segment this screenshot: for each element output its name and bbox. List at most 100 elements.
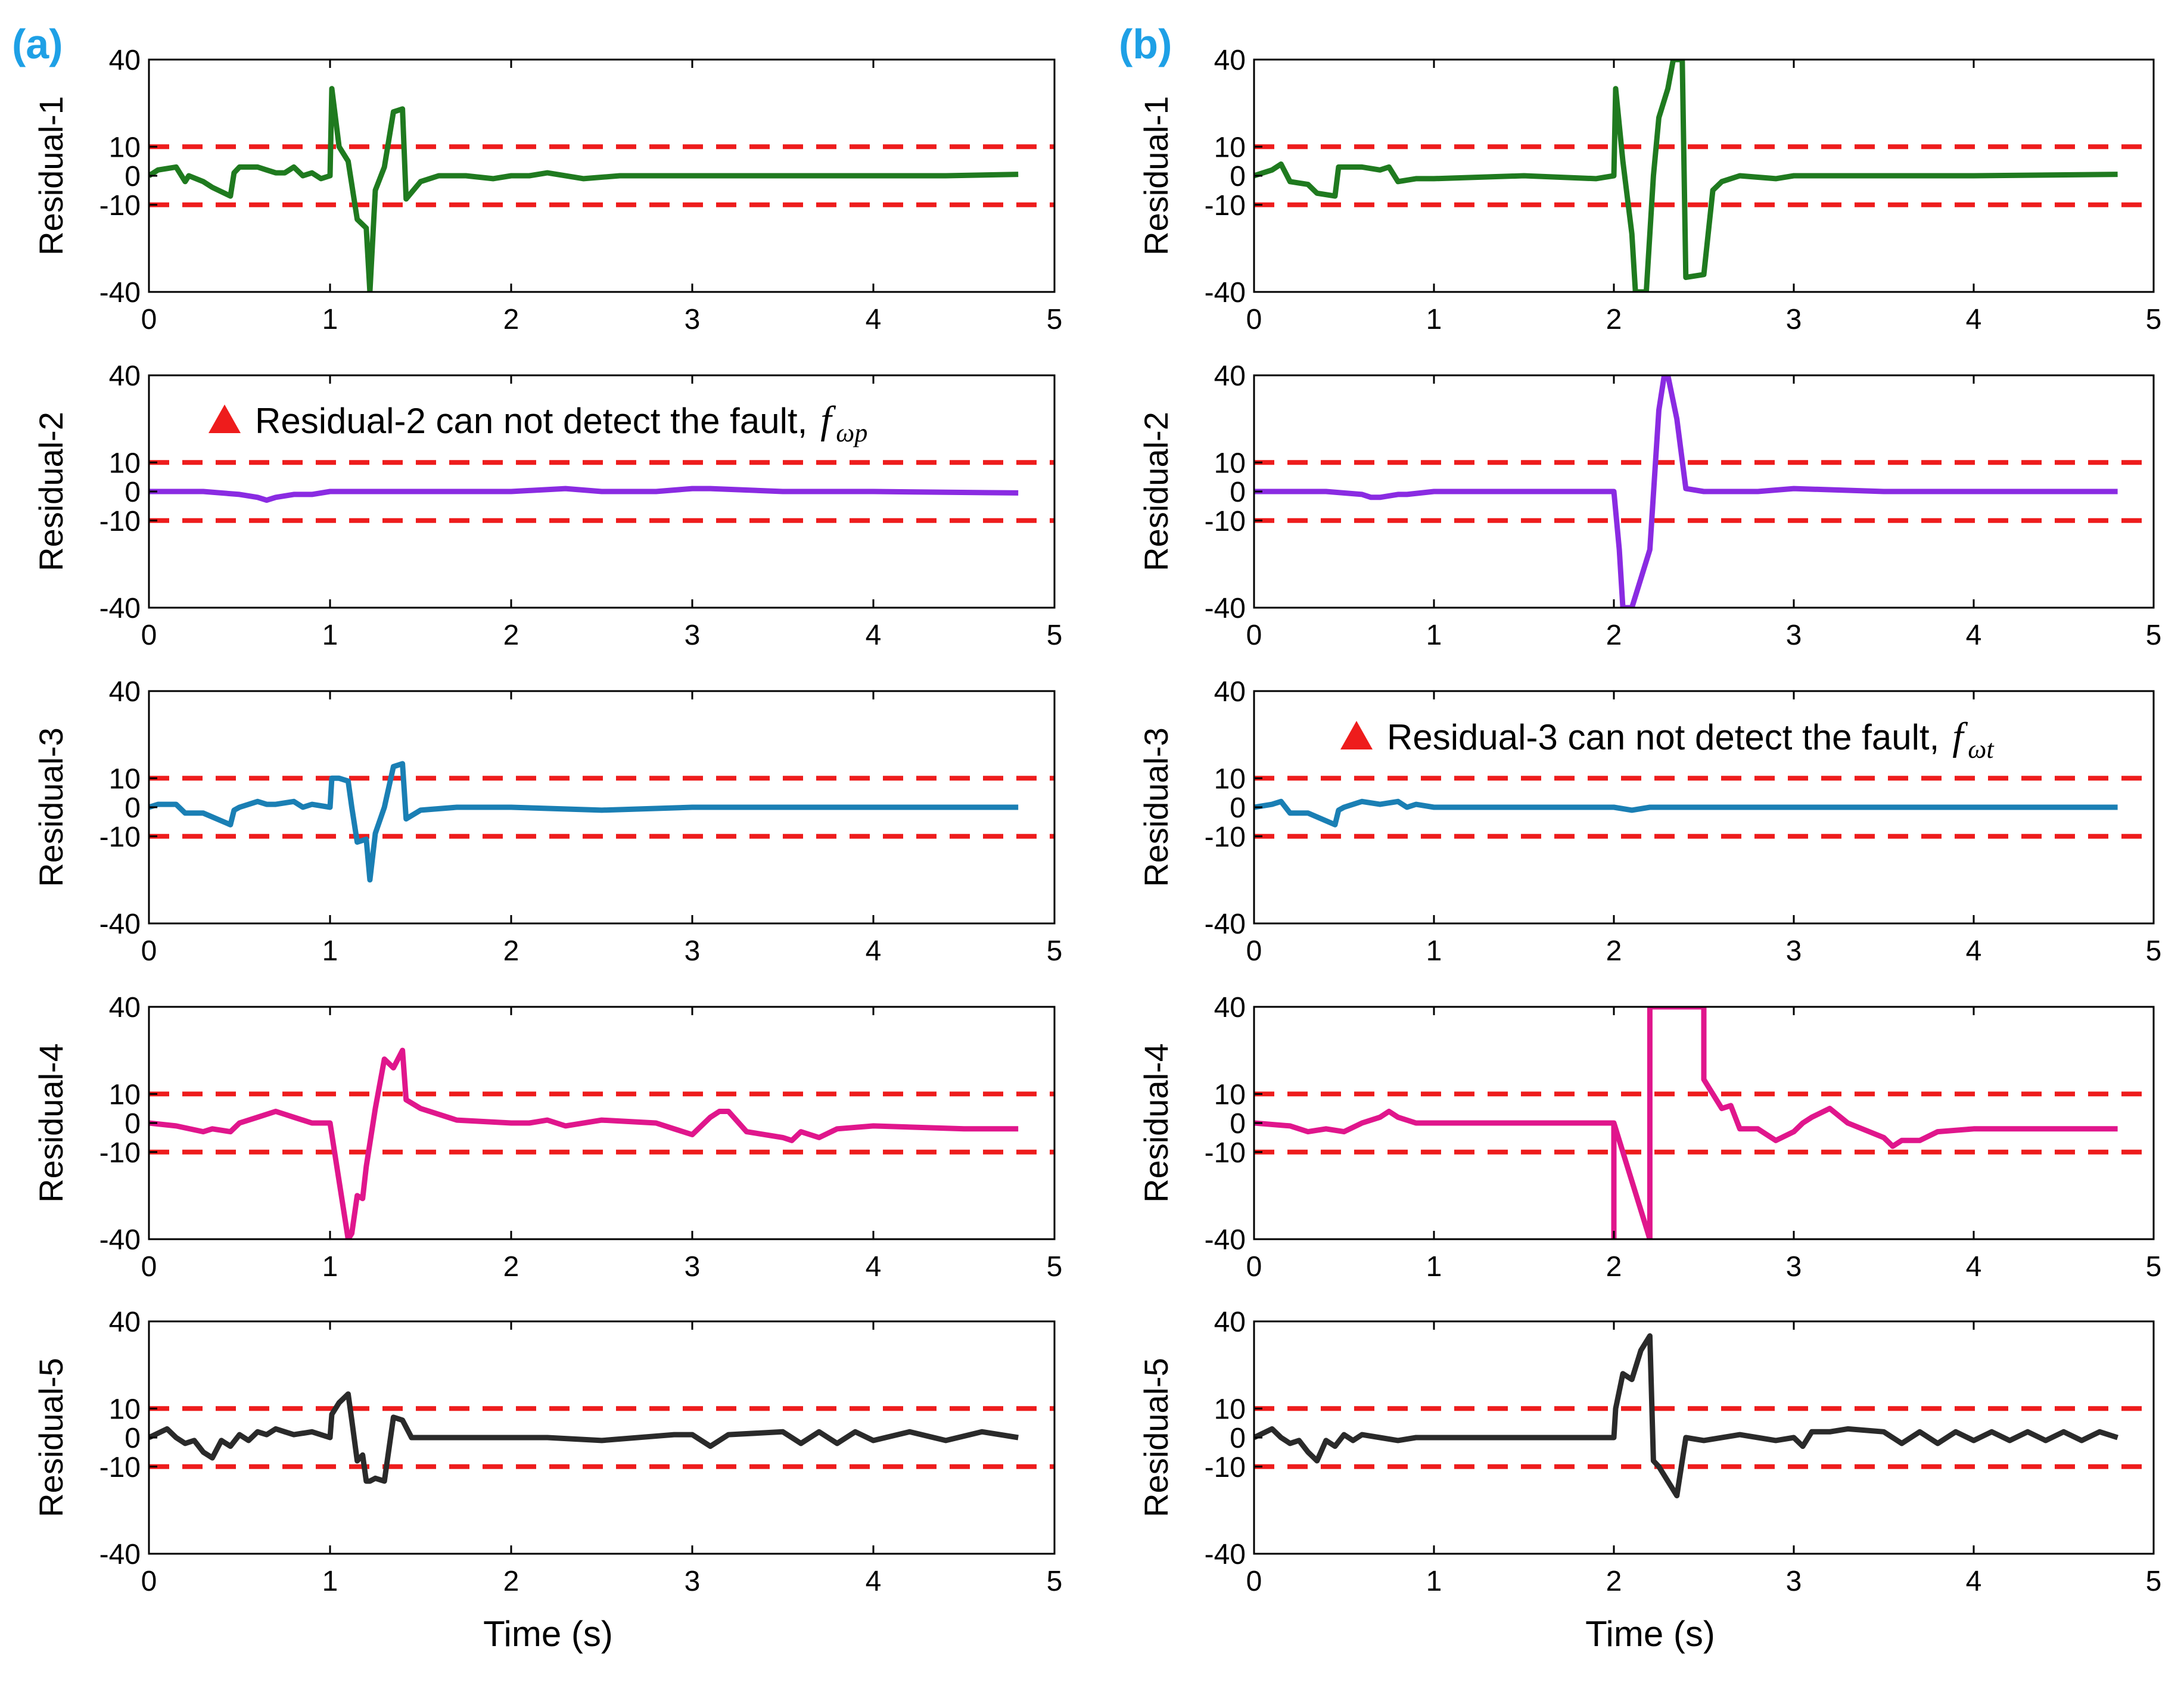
x-tick-label: 0 (141, 304, 157, 335)
y-axis-label: Residual-4 (32, 1043, 70, 1203)
y-axis-label: Residual-3 (1137, 727, 1175, 887)
y-tick-label: 40 (109, 992, 141, 1024)
y-tick-label: -10 (1205, 190, 1246, 222)
x-tick-label: 2 (503, 935, 519, 967)
y-tick-label: 40 (109, 45, 141, 76)
y-tick-label: 40 (1214, 676, 1246, 708)
y-tick-label: 0 (1230, 1108, 1246, 1140)
y-tick-label: 0 (125, 1108, 141, 1140)
y-axis-label: Residual-2 (1137, 412, 1175, 571)
x-tick-label: 1 (322, 1251, 338, 1283)
series-line-b5 (1254, 1333, 2118, 1498)
series-line-b2 (1254, 375, 2118, 608)
x-tick-label: 4 (1966, 620, 1982, 651)
y-tick-label: 40 (1214, 360, 1246, 392)
x-tick-label: 2 (503, 620, 519, 651)
y-tick-label: 0 (1230, 792, 1246, 824)
x-tick-label: 3 (1786, 1566, 1802, 1597)
triangle-up-icon (209, 405, 241, 433)
x-tick-label: 1 (1426, 620, 1442, 651)
y-tick-label: -40 (1205, 1539, 1246, 1570)
y-tick-label: 40 (1214, 992, 1246, 1024)
y-tick-label: -10 (99, 190, 141, 222)
x-axis-label: Time (s) (1585, 1614, 1715, 1654)
y-tick-label: -40 (99, 1539, 141, 1570)
y-tick-label: -40 (1205, 593, 1246, 624)
x-tick-label: 0 (141, 1251, 157, 1283)
y-tick-label: -40 (99, 277, 141, 309)
x-tick-label: 5 (2146, 1251, 2162, 1283)
x-tick-label: 0 (141, 935, 157, 967)
x-tick-label: 5 (1047, 1566, 1063, 1597)
y-tick-label: -40 (1205, 277, 1246, 309)
series-line-a5 (149, 1391, 1019, 1484)
x-tick-label: 2 (1606, 1251, 1622, 1283)
y-tick-label: 10 (109, 132, 141, 163)
series-line-a1 (149, 86, 1019, 292)
triangle-up-icon (1340, 721, 1373, 749)
annotation-subscript: ωt (1968, 735, 1995, 764)
annotation-math: f (1952, 715, 1968, 758)
y-tick-label: 10 (1214, 447, 1246, 479)
y-tick-label: 10 (1214, 132, 1246, 163)
x-tick-label: 1 (322, 620, 338, 651)
y-tick-label: 0 (125, 477, 141, 508)
y-tick-label: 40 (1214, 1307, 1246, 1338)
y-tick-label: 10 (109, 1393, 141, 1425)
panel-label-b: (b) (1119, 21, 1172, 67)
x-tick-label: 2 (1606, 304, 1622, 335)
series-line-b3 (1254, 798, 2118, 828)
y-axis-label: Residual-4 (1137, 1043, 1175, 1203)
annotation-subscript: ωp (836, 418, 867, 447)
x-tick-label: 5 (2146, 935, 2162, 967)
y-tick-label: 40 (109, 1307, 141, 1338)
series-line-a4 (149, 1047, 1019, 1239)
x-tick-label: 4 (866, 935, 882, 967)
y-tick-label: -10 (99, 1452, 141, 1483)
x-tick-label: 0 (1246, 1251, 1262, 1283)
x-tick-label: 5 (1047, 620, 1063, 651)
y-tick-label: 10 (109, 763, 141, 795)
x-tick-label: 3 (685, 304, 701, 335)
x-tick-label: 5 (1047, 304, 1063, 335)
y-tick-label: 0 (1230, 161, 1246, 192)
axes-box (148, 1006, 1056, 1240)
x-tick-label: 2 (503, 1251, 519, 1283)
y-tick-label: 0 (125, 1423, 141, 1454)
x-tick-label: 2 (1606, 935, 1622, 967)
y-tick-label: -10 (1205, 1452, 1246, 1483)
x-tick-label: 2 (1606, 1566, 1622, 1597)
y-tick-label: -10 (1205, 1137, 1246, 1169)
x-tick-label: 3 (1786, 1251, 1802, 1283)
x-tick-label: 1 (1426, 304, 1442, 335)
y-tick-label: 10 (1214, 1393, 1246, 1425)
y-tick-label: -10 (1205, 822, 1246, 853)
y-tick-label: -40 (99, 593, 141, 624)
x-tick-label: 4 (866, 304, 882, 335)
x-tick-label: 3 (1786, 620, 1802, 651)
x-tick-label: 2 (503, 304, 519, 335)
x-axis-label: Time (s) (483, 1614, 613, 1654)
y-tick-label: -10 (99, 1137, 141, 1169)
y-tick-label: -40 (99, 909, 141, 940)
x-tick-label: 0 (1246, 620, 1262, 651)
x-tick-label: 4 (1966, 304, 1982, 335)
y-axis-label: Residual-3 (32, 727, 70, 887)
x-tick-label: 4 (866, 620, 882, 651)
y-tick-label: 0 (1230, 1423, 1246, 1454)
x-tick-label: 1 (1426, 1251, 1442, 1283)
x-tick-label: 5 (2146, 620, 2162, 651)
x-tick-label: 3 (1786, 935, 1802, 967)
x-tick-label: 1 (322, 304, 338, 335)
x-tick-label: 4 (866, 1566, 882, 1597)
x-tick-label: 1 (1426, 935, 1442, 967)
x-tick-label: 4 (1966, 1251, 1982, 1283)
x-tick-label: 2 (1606, 620, 1622, 651)
